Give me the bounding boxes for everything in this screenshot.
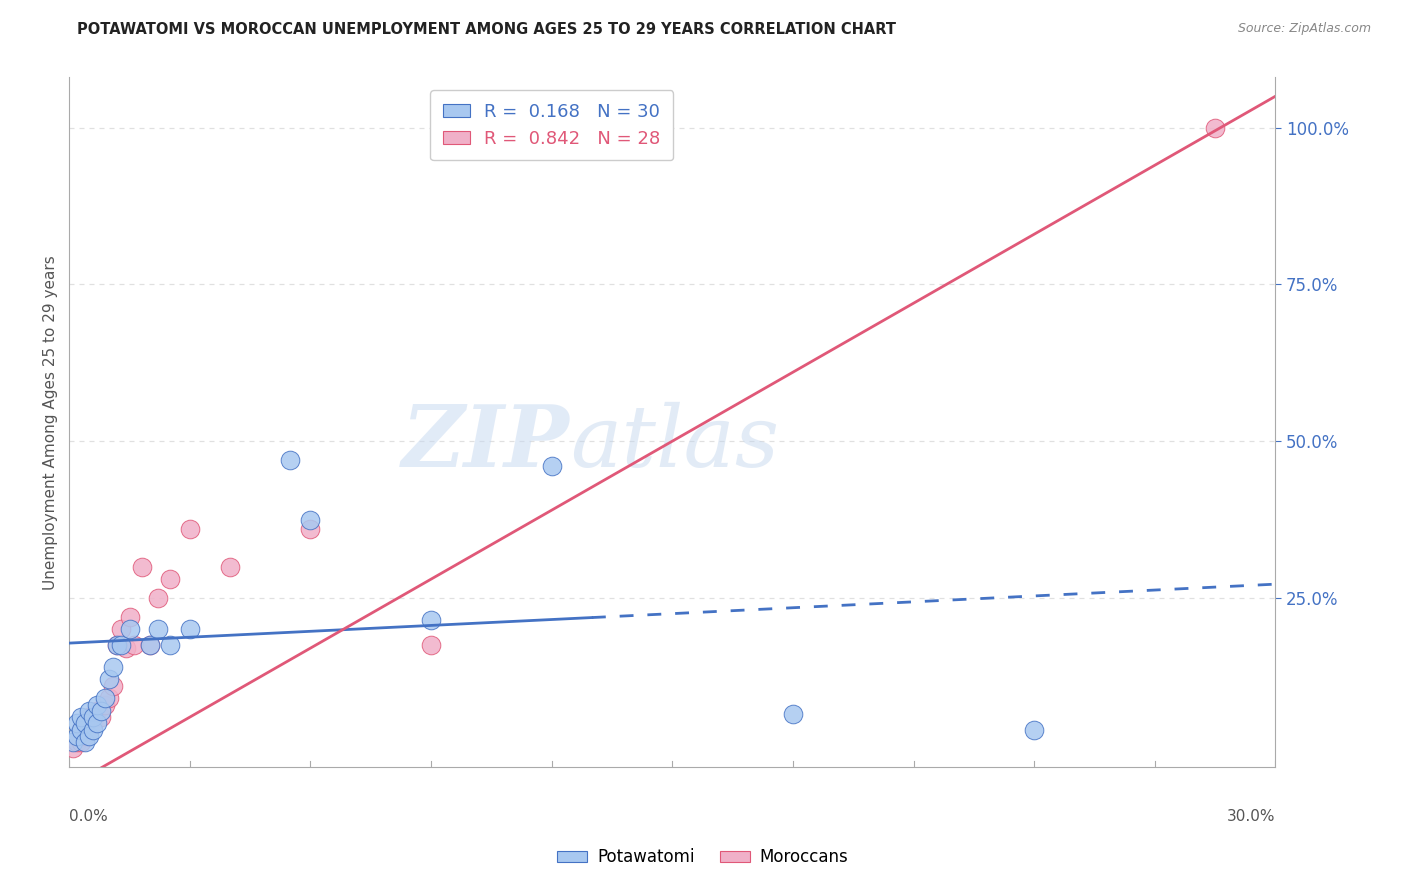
Point [86, 698, 108, 712]
Point [146, 591, 169, 605]
Point [122, 638, 145, 652]
Point [1024, 723, 1046, 737]
Point [66, 716, 89, 731]
Point [159, 638, 181, 652]
Point [159, 572, 181, 586]
Point [70, 723, 93, 737]
Point [98, 673, 121, 687]
Point [62, 741, 84, 756]
Point [540, 459, 562, 474]
Point [299, 522, 322, 536]
Point [62, 735, 84, 749]
Point [70, 735, 93, 749]
Point [82, 723, 104, 737]
Text: ZIP: ZIP [402, 401, 569, 484]
Text: 30.0%: 30.0% [1227, 809, 1275, 823]
Text: Source: ZipAtlas.com: Source: ZipAtlas.com [1237, 22, 1371, 36]
Point [420, 638, 443, 652]
Point [70, 710, 93, 724]
Point [179, 522, 201, 536]
Point [118, 622, 141, 636]
Point [138, 638, 160, 652]
Point [82, 710, 104, 724]
Point [79, 729, 101, 743]
Legend: R =  0.168   N = 30, R =  0.842   N = 28: R = 0.168 N = 30, R = 0.842 N = 28 [430, 90, 673, 161]
Point [79, 704, 101, 718]
Point [107, 638, 129, 652]
Point [782, 706, 804, 721]
Point [82, 716, 104, 731]
Point [420, 613, 443, 627]
Point [131, 559, 153, 574]
Text: 0.0%: 0.0% [69, 809, 108, 823]
Point [219, 559, 242, 574]
Point [94, 691, 117, 706]
Point [75, 716, 97, 731]
Legend: Potawatomi, Moroccans: Potawatomi, Moroccans [551, 842, 855, 873]
Point [299, 512, 322, 526]
Point [103, 679, 125, 693]
Point [280, 453, 302, 467]
Point [98, 691, 121, 706]
Point [90, 710, 112, 724]
Point [75, 729, 97, 743]
Point [79, 710, 101, 724]
Point [138, 638, 160, 652]
Point [1204, 120, 1226, 135]
Point [146, 622, 169, 636]
Point [110, 638, 132, 652]
Point [107, 638, 129, 652]
Point [66, 735, 89, 749]
Text: atlas: atlas [569, 401, 779, 484]
Point [86, 704, 108, 718]
Point [90, 704, 112, 718]
Point [118, 609, 141, 624]
Point [66, 729, 89, 743]
Point [114, 641, 136, 656]
Text: POTAWATOMI VS MOROCCAN UNEMPLOYMENT AMONG AGES 25 TO 29 YEARS CORRELATION CHART: POTAWATOMI VS MOROCCAN UNEMPLOYMENT AMON… [77, 22, 897, 37]
Point [70, 723, 93, 737]
Point [110, 622, 132, 636]
Point [75, 716, 97, 731]
Point [79, 723, 101, 737]
Y-axis label: Unemployment Among Ages 25 to 29 years: Unemployment Among Ages 25 to 29 years [44, 255, 58, 590]
Point [103, 660, 125, 674]
Point [179, 622, 201, 636]
Point [94, 698, 117, 712]
Point [75, 735, 97, 749]
Point [86, 716, 108, 731]
